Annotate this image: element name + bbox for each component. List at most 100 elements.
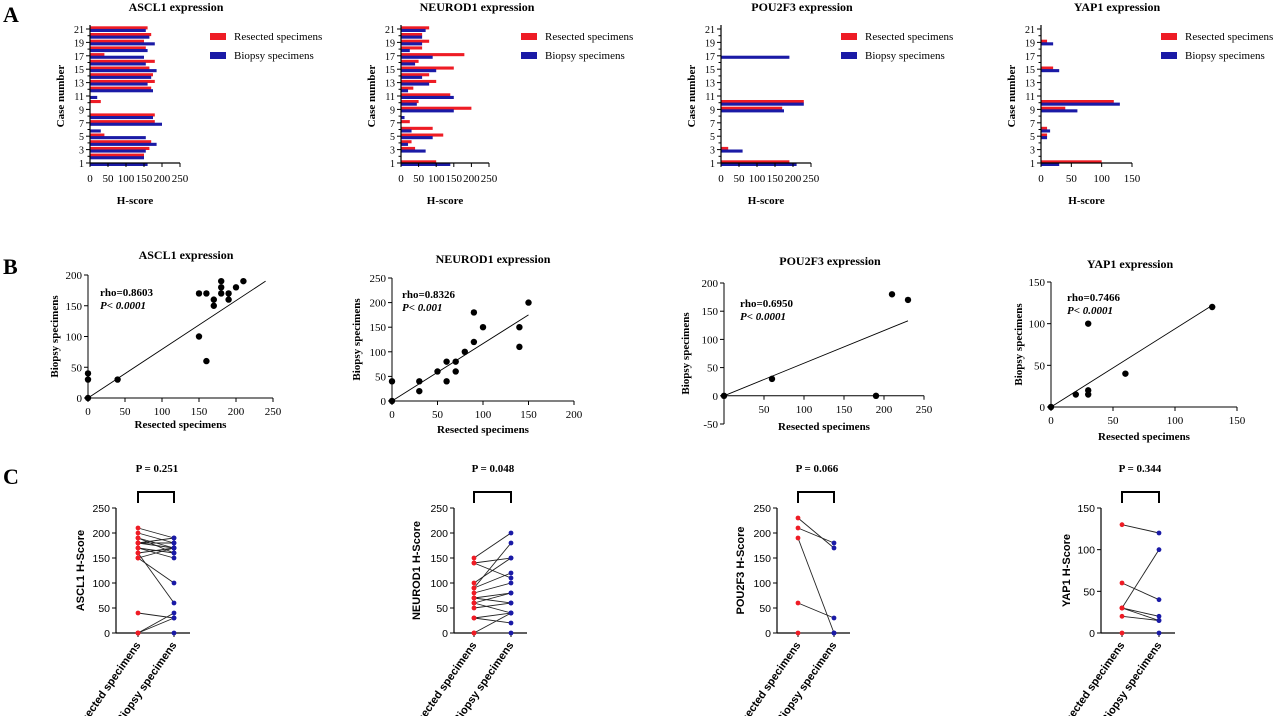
c-neurod1-point-biopsy bbox=[508, 620, 514, 626]
b-yap1-point bbox=[1085, 320, 1092, 327]
c-ascl1-point-biopsy bbox=[171, 540, 177, 546]
a-yap1-ytick-label: 1 bbox=[1030, 159, 1035, 170]
c-yap1-ytick-label: 150 bbox=[1077, 503, 1095, 515]
b-ascl1-point bbox=[84, 370, 92, 377]
c-ascl1-point-resected bbox=[135, 540, 141, 546]
a-yap1-xtick-label: 0 bbox=[1038, 173, 1044, 185]
c-neurod1-pair-line bbox=[473, 592, 512, 604]
a-neurod1-bar-biopsy bbox=[401, 28, 426, 32]
a-pou2f3-ytick-label: 1 bbox=[710, 159, 715, 170]
b-neurod1-point bbox=[525, 299, 532, 306]
c-pou2f3-ytick-label: 150 bbox=[753, 553, 771, 565]
a-ascl1-ytick-label: 1 bbox=[79, 159, 84, 170]
c-pou2f3-point-resected bbox=[795, 630, 801, 636]
b-neurod1-point bbox=[452, 368, 459, 375]
a-pou2f3-xtick-label: 200 bbox=[785, 173, 802, 185]
c-ascl1-ytick-label: 0 bbox=[104, 628, 110, 640]
a-neurod1-bar-biopsy bbox=[401, 116, 405, 120]
c-pou2f3-pair-line bbox=[797, 517, 835, 549]
a-ascl1-bar-resected bbox=[90, 140, 152, 144]
a-pou2f3-bar-resected bbox=[721, 106, 783, 110]
a-yap1-bar-biopsy bbox=[1041, 42, 1054, 46]
c-pou2f3-pair-line bbox=[797, 537, 835, 634]
a-yap1-xlabel: H-score bbox=[1068, 195, 1105, 207]
b-yap1-title: YAP1 expression bbox=[1087, 257, 1174, 271]
c-ascl1-pair-line bbox=[137, 537, 175, 544]
b-yap1-ytick-label: 150 bbox=[1029, 277, 1046, 289]
b-neurod1-point bbox=[470, 309, 478, 316]
a-ascl1-bar-biopsy bbox=[90, 95, 98, 99]
b-ascl1-ytick-label: 50 bbox=[71, 362, 83, 374]
c-neurod1-pair-line bbox=[473, 617, 512, 624]
b-ascl1-point bbox=[84, 376, 92, 383]
a-ascl1-bar-biopsy bbox=[90, 75, 152, 79]
c-ascl1-point-resected bbox=[135, 545, 141, 551]
b-ascl1-xlabel: Resected specimens bbox=[135, 419, 228, 431]
a-yap1-ytick-label: 11 bbox=[1025, 92, 1035, 103]
b-ascl1-point bbox=[218, 277, 225, 285]
b-pou2f3-point bbox=[904, 296, 912, 304]
c-ascl1-point-resected bbox=[135, 535, 141, 541]
c-neurod1-pair-line bbox=[473, 602, 512, 614]
a-neurod1-ytick-label: 3 bbox=[390, 146, 395, 157]
a-ascl1-xtick-label: 150 bbox=[136, 173, 153, 185]
b-yap1-ytick-label: 100 bbox=[1029, 319, 1046, 331]
b-ascl1-chart: ASCL1 expression 0 50 100 150 200 0 50 100 150 200… bbox=[49, 248, 282, 431]
a-ascl1-bar-biopsy bbox=[90, 129, 101, 133]
b-pou2f3-xtick-label: 200 bbox=[876, 404, 893, 416]
c-ascl1-point-biopsy bbox=[171, 550, 177, 556]
b-neurod1-ytick-label: 250 bbox=[370, 273, 387, 285]
b-ascl1-xtick-label: 100 bbox=[154, 406, 171, 418]
c-neurod1-point-biopsy bbox=[508, 580, 514, 586]
b-pou2f3-rho: rho=0.6950 bbox=[740, 298, 794, 310]
a-pou2f3-xtick-label: 250 bbox=[803, 173, 820, 185]
a-ascl1-ytick-label: 9 bbox=[79, 105, 84, 116]
a-ascl1-bar-biopsy bbox=[90, 142, 157, 146]
a-pou2f3-title: POU2F3 expression bbox=[751, 0, 853, 14]
c-neurod1-pair-line bbox=[473, 602, 512, 609]
a-ascl1-ytick-label: 19 bbox=[74, 38, 84, 49]
c-ascl1-point-resected bbox=[135, 610, 141, 616]
c-neurod1-pair-line bbox=[473, 612, 512, 634]
a-pou2f3-legend-resected: Resected specimens bbox=[865, 31, 953, 43]
b-neurod1-point bbox=[388, 397, 396, 405]
panel-label-a: A bbox=[3, 2, 19, 27]
b-pou2f3-xtick-label: 250 bbox=[916, 404, 933, 416]
a-yap1-ytick-label: 7 bbox=[1030, 119, 1035, 130]
a-yap1-title: YAP1 expression bbox=[1074, 0, 1161, 14]
c-ascl1-point-biopsy bbox=[171, 545, 177, 551]
a-yap1-bar-resected bbox=[1041, 133, 1048, 137]
b-pou2f3-ytick-label: 150 bbox=[702, 306, 719, 318]
b-neurod1-point bbox=[516, 343, 523, 351]
b-ascl1-ytick-label: 150 bbox=[66, 301, 83, 313]
a-ascl1-ytick-label: 7 bbox=[79, 119, 84, 130]
c-pou2f3-ytick-label: 100 bbox=[753, 578, 771, 590]
c-ascl1-pvalue: P = 0.251 bbox=[136, 463, 179, 475]
a-ascl1-bar-resected bbox=[90, 100, 101, 104]
b-neurod1-point bbox=[470, 338, 478, 346]
a-neurod1-bar-biopsy bbox=[401, 89, 409, 93]
a-yap1-bar-biopsy bbox=[1041, 102, 1120, 106]
c-ascl1-point-biopsy bbox=[171, 610, 177, 616]
c-neurod1-ytick-label: 150 bbox=[430, 553, 448, 565]
a-neurod1-bar-biopsy bbox=[401, 136, 433, 140]
c-neurod1-pair-line bbox=[473, 582, 512, 594]
c-pou2f3-point-biopsy bbox=[831, 630, 837, 636]
b-yap1-xtick-label: 100 bbox=[1167, 415, 1184, 427]
a-neurod1-bar-resected bbox=[401, 86, 414, 90]
a-yap1-bar-biopsy bbox=[1041, 129, 1051, 133]
b-neurod1-point bbox=[443, 358, 450, 365]
c-pou2f3-category-biopsy: Biopsy specimens bbox=[774, 640, 839, 716]
a-yap1-bar-biopsy bbox=[1041, 109, 1078, 113]
a-neurod1-bar-biopsy bbox=[401, 142, 409, 146]
b-ascl1-xtick-label: 50 bbox=[120, 406, 132, 418]
panel-label-c: C bbox=[3, 464, 19, 489]
b-yap1-point bbox=[1122, 370, 1129, 377]
a-pou2f3-ytick-label: 7 bbox=[710, 119, 715, 130]
c-neurod1-point-biopsy bbox=[508, 630, 514, 636]
a-ascl1-bar-resected bbox=[90, 86, 152, 90]
b-neurod1-chart: NEUROD1 expression 0 50 100 150 200 250 0 50 100 1… bbox=[351, 252, 583, 436]
a-pou2f3-ytick-label: 15 bbox=[705, 65, 715, 76]
